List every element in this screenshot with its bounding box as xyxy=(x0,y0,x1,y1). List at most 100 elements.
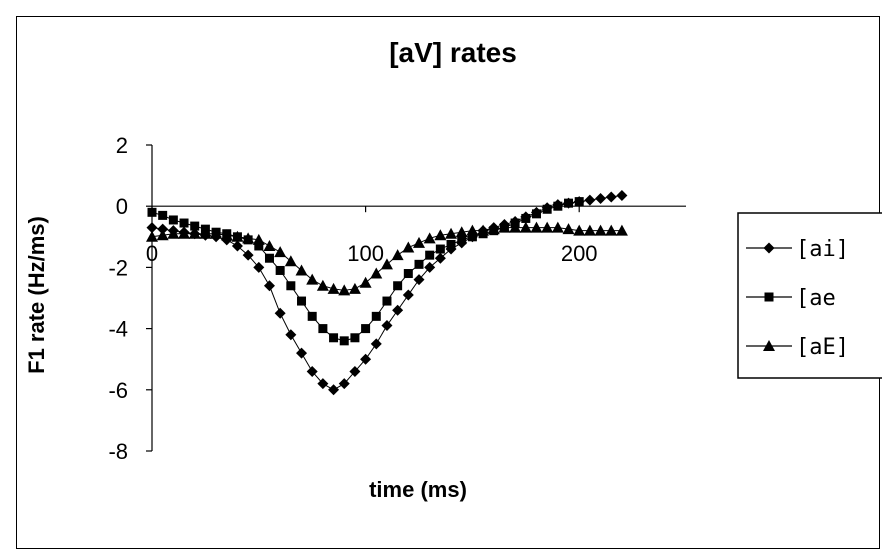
legend-marker xyxy=(763,242,775,254)
y-tick-label: -6 xyxy=(108,378,128,403)
data-point xyxy=(284,255,297,267)
data-point xyxy=(541,221,554,233)
data-point xyxy=(168,215,178,225)
data-point xyxy=(414,259,424,269)
data-point xyxy=(242,249,254,261)
legend-label: [ai] xyxy=(796,237,849,262)
data-point xyxy=(318,324,328,334)
data-point xyxy=(231,230,244,242)
data-point xyxy=(403,269,413,279)
data-point xyxy=(531,209,541,219)
data-point xyxy=(393,281,403,291)
data-point xyxy=(338,284,351,296)
tick-labels: 2 0 -2 -4 -6 -8 0 100 200 xyxy=(108,133,597,464)
data-point xyxy=(605,224,618,236)
data-point xyxy=(382,296,392,306)
legend-label: [ae xyxy=(796,286,836,311)
x-axis-label: time (ms) xyxy=(369,477,467,502)
data-point xyxy=(551,221,564,233)
data-point xyxy=(328,384,340,396)
data-point xyxy=(445,227,458,239)
data-point xyxy=(188,227,201,239)
y-tick-label: -2 xyxy=(108,255,128,280)
data-point xyxy=(359,276,372,288)
chart-frame xyxy=(16,16,880,549)
data-point xyxy=(402,241,415,253)
legend-marker xyxy=(764,292,774,302)
data-point xyxy=(190,221,200,231)
data-point xyxy=(339,336,349,346)
data-point xyxy=(381,320,393,332)
data-point xyxy=(329,333,339,343)
data-point xyxy=(574,197,584,207)
legend: [ai] [ae [aE] xyxy=(737,212,882,379)
data-point xyxy=(509,221,522,233)
data-point xyxy=(477,224,490,236)
data-point xyxy=(361,324,371,334)
x-tick-label: 0 xyxy=(146,241,158,266)
data-point xyxy=(295,264,308,276)
data-point xyxy=(274,307,286,319)
data-point xyxy=(253,261,265,273)
data-point xyxy=(348,282,361,294)
data-point xyxy=(297,296,307,306)
y-tick-label: 0 xyxy=(116,194,128,219)
data-point xyxy=(285,329,297,341)
data-point xyxy=(157,223,169,235)
data-point xyxy=(242,232,255,244)
data-point xyxy=(317,378,329,390)
data-point xyxy=(158,210,168,220)
data-point xyxy=(562,223,575,235)
data-point xyxy=(296,347,308,359)
data-point xyxy=(434,229,447,241)
data-point xyxy=(434,252,446,264)
data-point xyxy=(371,311,381,321)
x-tick-label: 200 xyxy=(561,241,598,266)
data-point xyxy=(616,189,628,201)
x-tick-label: 100 xyxy=(347,241,384,266)
legend-item: [ae xyxy=(746,286,836,311)
legend-box xyxy=(737,212,882,379)
data-point xyxy=(391,249,404,261)
data-point xyxy=(553,201,563,211)
legend-marker xyxy=(763,340,775,351)
data-point xyxy=(457,235,467,245)
data-point xyxy=(402,289,414,301)
data-point xyxy=(307,311,317,321)
data-point xyxy=(327,282,340,294)
y-tick-label: -8 xyxy=(108,439,128,464)
data-point xyxy=(435,244,445,254)
series-line xyxy=(151,194,622,391)
data-point xyxy=(498,221,511,233)
y-axis-label: F1 rate (Hz/ms) xyxy=(24,216,49,374)
data-point xyxy=(542,204,552,214)
data-point xyxy=(583,224,596,236)
data-point xyxy=(595,193,607,205)
axes xyxy=(146,144,686,452)
series-square xyxy=(147,197,584,346)
data-point xyxy=(605,191,617,203)
data-point xyxy=(220,229,233,241)
data-point xyxy=(274,246,287,258)
series-diamond xyxy=(146,189,628,396)
data-point xyxy=(424,261,436,273)
data-point xyxy=(519,221,532,233)
data-point xyxy=(263,239,276,251)
data-point xyxy=(286,281,296,291)
data-point xyxy=(306,365,318,377)
data-point xyxy=(564,198,574,208)
data-point xyxy=(380,258,393,270)
data-point xyxy=(147,207,157,217)
data-point xyxy=(146,222,158,234)
data-point xyxy=(413,274,425,286)
data-point xyxy=(146,230,158,242)
data-point xyxy=(467,232,477,242)
data-point xyxy=(263,280,275,292)
data-point xyxy=(252,233,265,245)
data-point xyxy=(199,227,212,239)
data-point xyxy=(392,304,404,316)
data-point xyxy=(254,241,264,251)
data-point xyxy=(615,224,628,236)
legend-item: [aE] xyxy=(746,335,849,360)
